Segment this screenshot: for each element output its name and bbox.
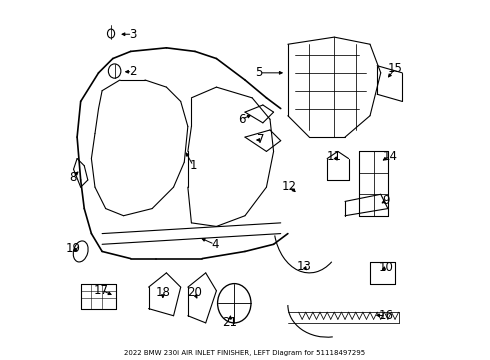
Text: 11: 11 — [327, 150, 342, 163]
Text: 14: 14 — [382, 149, 397, 163]
Text: 9: 9 — [382, 194, 390, 207]
Text: 18: 18 — [155, 286, 171, 299]
Text: 1: 1 — [190, 159, 197, 172]
Text: 5: 5 — [256, 66, 263, 79]
Text: 15: 15 — [388, 62, 402, 75]
Text: 2: 2 — [129, 65, 136, 78]
Text: 3: 3 — [129, 28, 136, 41]
Text: 16: 16 — [379, 309, 393, 322]
Text: 4: 4 — [211, 238, 219, 251]
Text: 7: 7 — [257, 134, 265, 147]
Text: 8: 8 — [69, 171, 76, 184]
Text: 13: 13 — [296, 260, 311, 273]
Text: 21: 21 — [222, 316, 238, 329]
Text: 6: 6 — [238, 113, 245, 126]
Text: 2022 BMW 230i AIR INLET FINISHER, LEFT Diagram for 51118497295: 2022 BMW 230i AIR INLET FINISHER, LEFT D… — [124, 350, 366, 356]
Text: 17: 17 — [94, 284, 109, 297]
Text: 20: 20 — [187, 286, 202, 299]
Text: 12: 12 — [282, 180, 297, 193]
Text: 19: 19 — [65, 242, 80, 256]
Text: 10: 10 — [379, 261, 393, 274]
